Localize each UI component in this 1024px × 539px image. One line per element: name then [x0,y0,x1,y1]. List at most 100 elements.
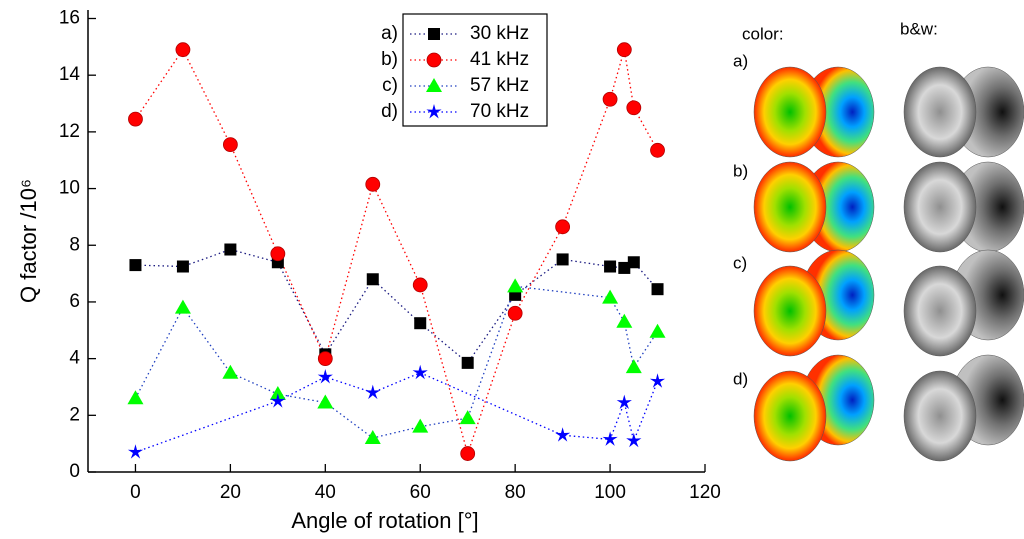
legend-prefix: a) [381,23,398,44]
x-axis-label: Angle of rotation [°] [291,508,478,533]
data-point [317,394,334,409]
data-point [556,253,569,266]
mode-shape-front [753,265,827,357]
legend-prefix: d) [381,101,398,122]
legend-prefix: b) [381,49,398,70]
y-axis-label: Q factor /10⁶ [16,179,41,303]
y-tick-label: 4 [69,348,80,369]
x-tick-label: 100 [594,482,626,503]
data-point [176,260,189,273]
data-point [412,418,429,433]
y-tick-label: 10 [59,178,80,199]
row-label: d) [733,369,748,388]
data-point [270,393,286,408]
data-point [365,384,381,400]
data-point [127,444,144,459]
data-point [317,351,333,367]
data-point [507,278,524,293]
data-point [222,364,239,379]
legend-label: 30 kHz [470,23,529,44]
data-point [555,219,571,235]
legend-label: 70 kHz [470,101,529,122]
data-point [317,369,333,384]
data-point [616,394,632,409]
data-point [627,256,640,269]
data-point [616,42,632,58]
mode-shape-front [753,66,827,158]
data-point [224,243,237,256]
y-tick-label: 16 [59,8,80,29]
data-point [461,356,474,369]
data-point [366,273,379,286]
data-point [414,317,427,330]
mode-shape-front [903,66,977,158]
data-point [602,91,618,107]
mode-shape-front [903,265,977,357]
data-point [626,100,642,116]
data-point [625,359,642,374]
data-point [270,246,286,262]
y-tick-label: 8 [69,234,80,255]
data-point [602,431,618,446]
data-point [459,410,476,425]
legend-marker [426,78,442,92]
series-line [134,285,659,439]
y-tick-label: 2 [69,404,80,425]
mode-shape-front [753,161,827,253]
series-line [135,372,659,453]
data-point [175,42,191,58]
data-point [604,260,617,273]
data-point [127,390,144,405]
x-tick-label: 20 [220,482,241,503]
data-point [412,277,428,293]
legend-prefix: c) [382,75,398,96]
data-point [129,259,142,272]
x-tick-label: 60 [410,482,431,503]
legend-label: 41 kHz [470,49,529,70]
data-point [555,427,571,442]
data-point [509,288,522,301]
legend-label: 57 kHz [470,75,529,96]
data-point [128,111,143,127]
row-label: c) [733,253,747,272]
data-point [626,432,642,448]
data-point [649,323,666,338]
row-label: b) [733,161,748,180]
data-point [412,364,428,380]
x-tick-label: 120 [689,482,721,503]
data-point [364,429,381,444]
x-tick-label: 40 [315,482,336,503]
series-line [135,248,658,364]
data-point [651,283,664,296]
data-point [650,142,665,158]
mode-shape-front [753,370,827,462]
y-tick-label: 6 [69,291,80,312]
data-point [365,176,381,192]
color-title: color: [742,24,784,43]
legend-marker [426,104,442,119]
axes: Angle of rotation [°] Q factor /10⁶ [16,10,705,533]
data-point [649,373,666,388]
data-point [618,261,631,274]
legend-marker [426,52,442,68]
side-panel: color: b&w: a) b) c) d) [733,19,938,388]
mode-shape-front [903,370,977,462]
legend-marker [428,28,440,40]
legend-box [402,13,548,127]
x-tick-label: 0 [130,482,141,503]
row-label: a) [733,51,748,70]
data-point [507,305,523,321]
y-tick-label: 0 [69,461,80,482]
data-point [460,446,476,461]
data-point [616,313,633,328]
data-point [269,386,286,401]
y-tick-label: 12 [59,121,80,142]
y-tick-label: 14 [59,64,81,85]
data-point [602,289,619,304]
bw-title: b&w: [900,19,938,38]
data-point [222,137,238,153]
data-point [174,299,191,314]
x-tick-label: 80 [505,482,526,503]
mode-shape-front [903,161,977,253]
